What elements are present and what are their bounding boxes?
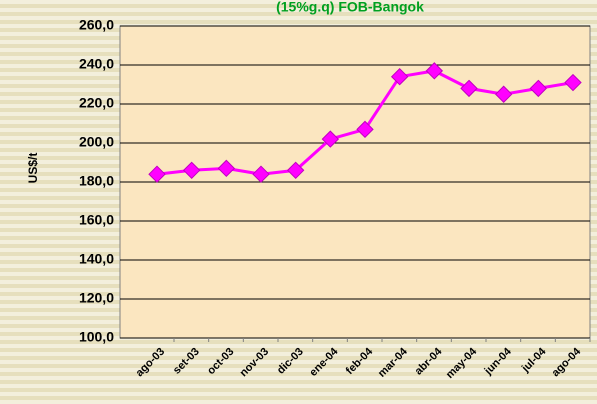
marker [148,165,166,183]
y-tick-label: 200,0 [79,134,114,150]
y-tick-label: 160,0 [79,212,114,228]
x-tick-label: dic-03 [275,346,306,377]
marker [564,73,582,92]
marker [390,67,409,86]
marker [529,79,548,98]
y-tick-label: 100,0 [79,329,114,345]
y-tick-label: 140,0 [79,251,114,267]
x-tick-label: ago-03 [134,346,168,380]
x-tick-label: ene-04 [307,345,341,379]
x-tick-label: oct-03 [205,346,236,377]
x-tick-label: feb-04 [344,345,376,377]
y-tick-label: 120,0 [79,290,114,306]
marker [182,161,201,180]
marker [460,79,478,98]
x-tick-label: set-03 [171,346,202,377]
x-tick-label: jul-04 [519,345,549,375]
marker [321,130,340,148]
marker [494,85,513,103]
y-tick-label: 260,0 [79,17,114,33]
y-tick-label: 220,0 [79,95,114,111]
x-tick-label: abr-04 [413,345,445,377]
y-axis-label: US$/t [26,153,40,184]
x-tick-label: may-04 [444,345,480,381]
y-tick-label: 240,0 [79,56,114,72]
marker [286,161,305,180]
marker [425,62,444,80]
x-tick-label: mar-04 [376,345,411,380]
marker [217,159,236,178]
y-tick-label: 180,0 [79,173,114,189]
marker [356,120,374,139]
chart-title: (15%g.q) FOB-Bangok [276,0,424,15]
x-tick-label: ago-04 [550,345,584,379]
marker [252,165,270,183]
x-tick-label: nov-03 [238,346,272,380]
x-tick-label: jun-04 [482,345,515,378]
